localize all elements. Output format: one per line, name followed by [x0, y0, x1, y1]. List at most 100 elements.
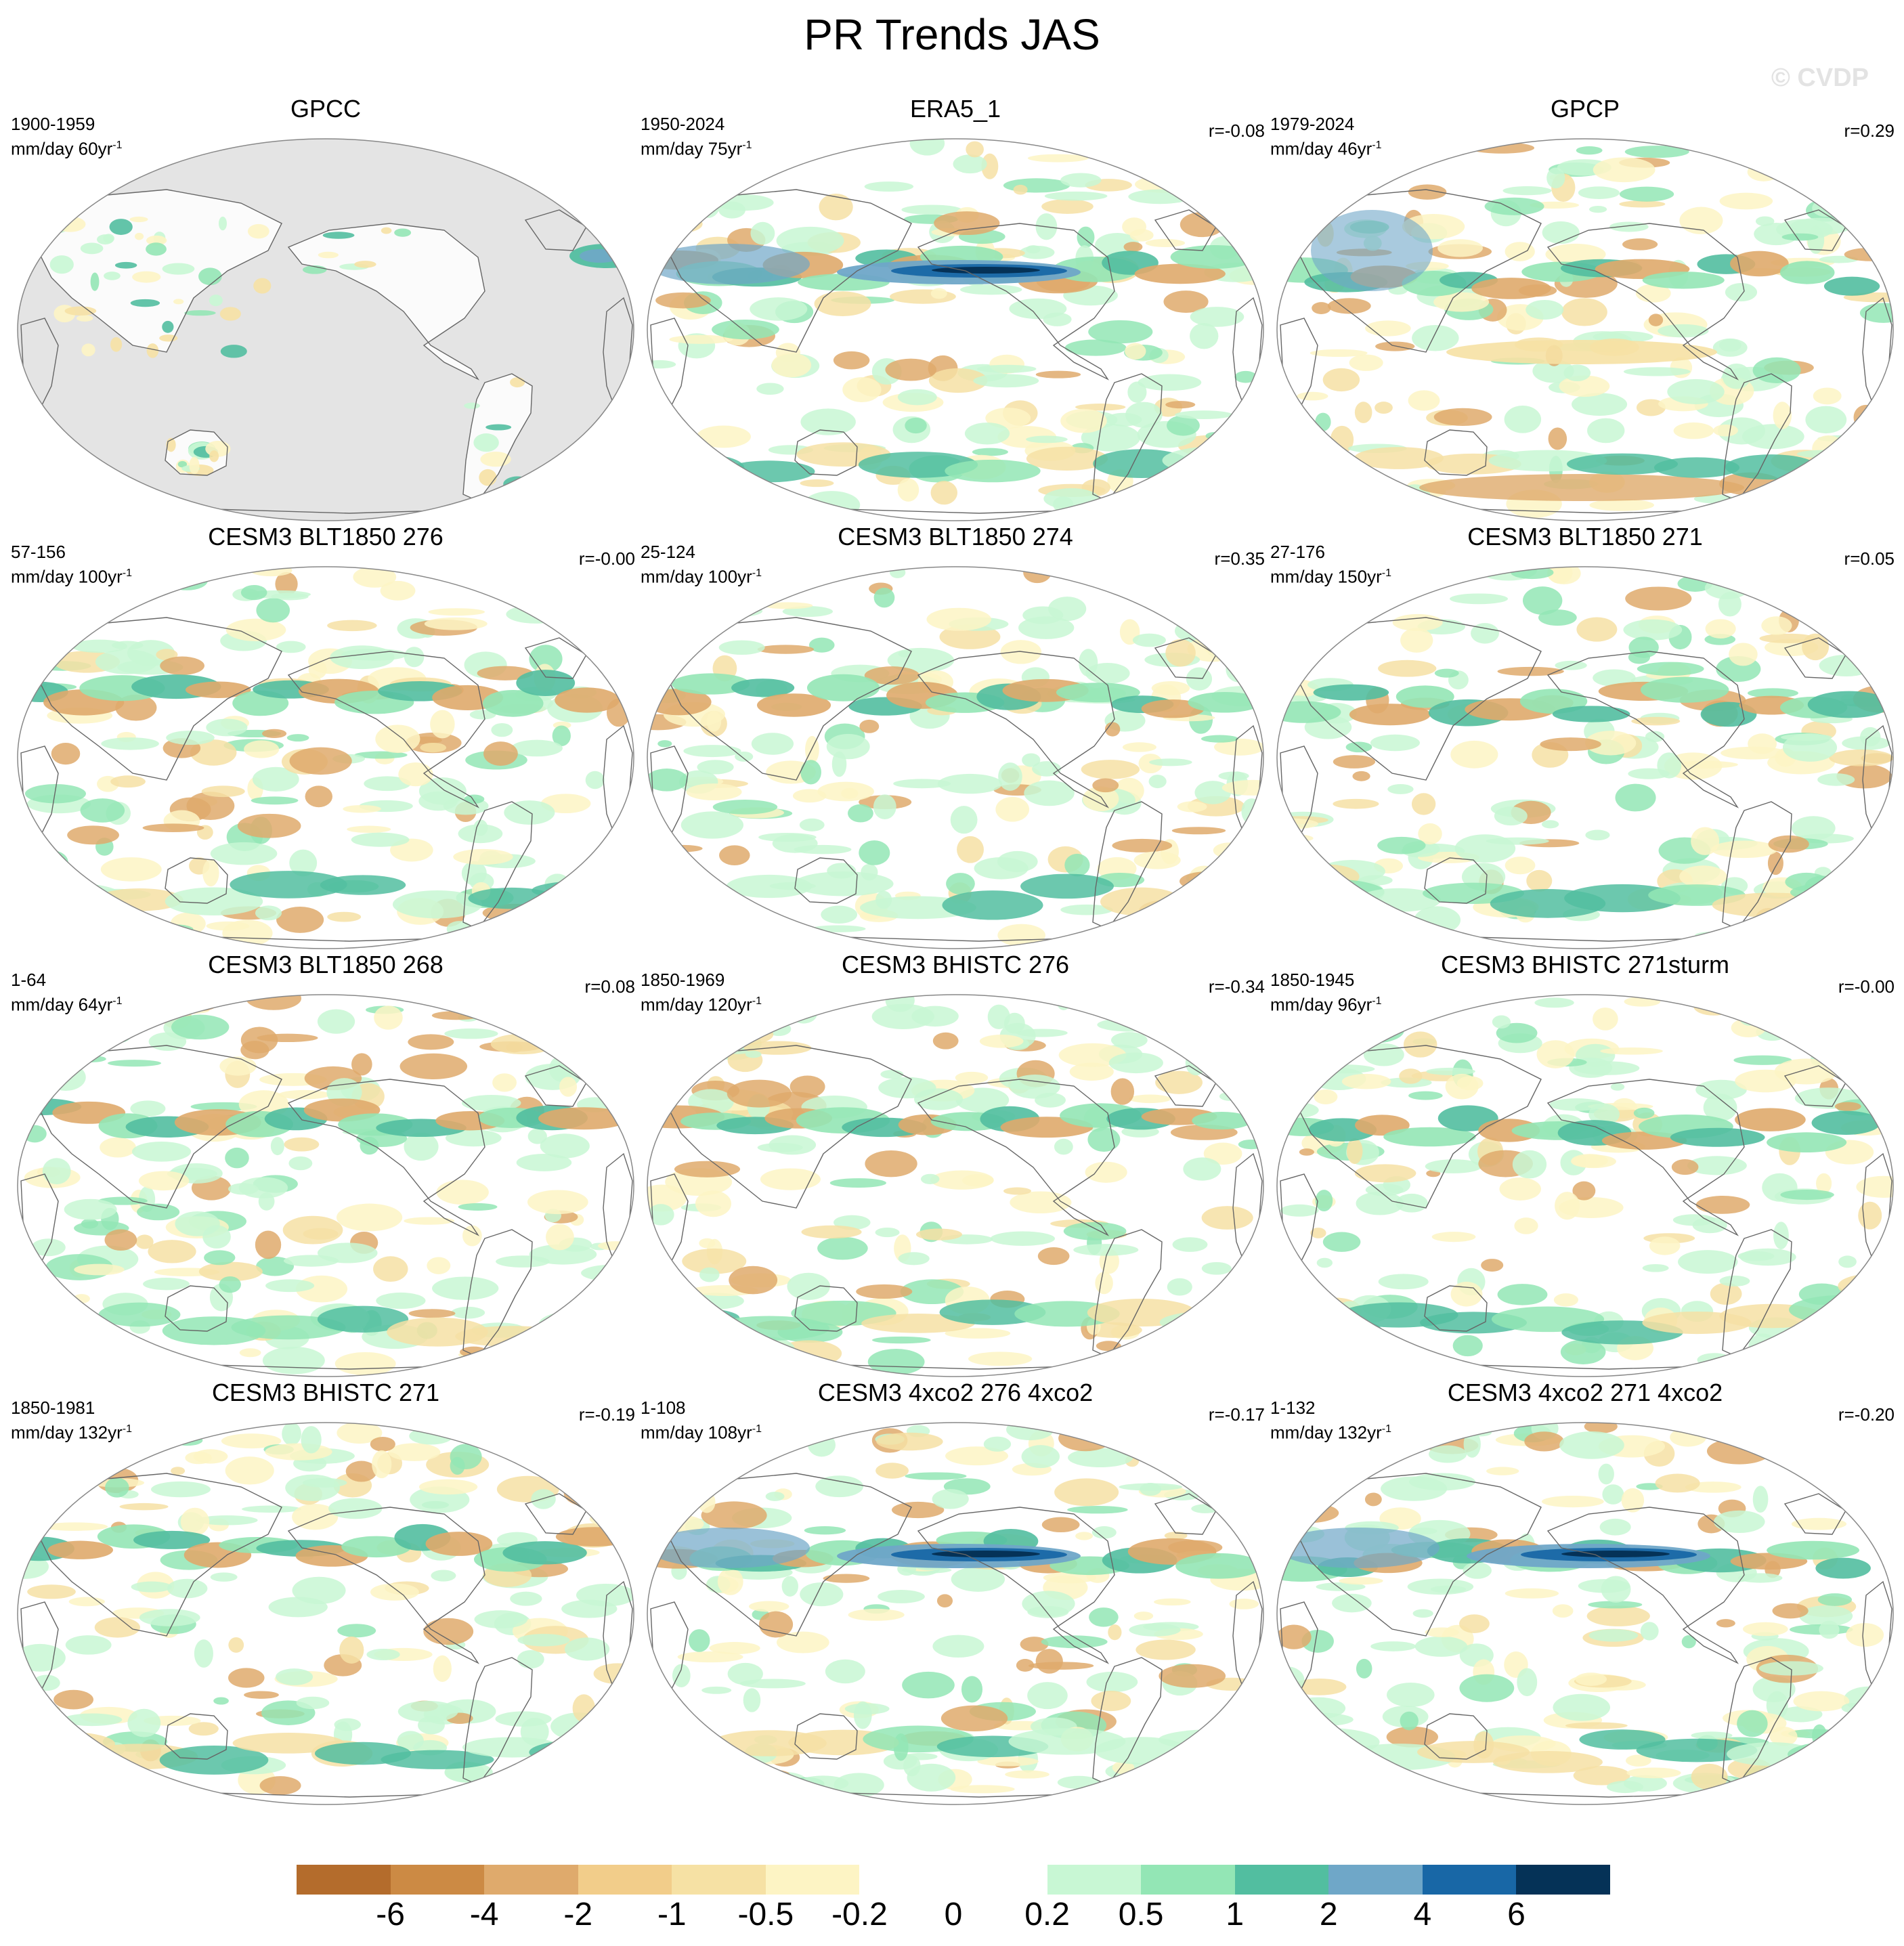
trend-patch — [341, 648, 408, 661]
trend-patch — [1555, 1192, 1580, 1220]
trend-patch — [663, 1725, 678, 1735]
trend-patch — [265, 1279, 315, 1293]
trend-patch — [859, 719, 880, 733]
trend-patch — [751, 733, 794, 755]
trend-patch — [1086, 1671, 1138, 1693]
trend-patch — [1220, 492, 1242, 519]
trend-patch — [1561, 298, 1607, 326]
trend-patch — [100, 857, 162, 882]
trend-patch — [829, 1178, 886, 1188]
trend-patch — [511, 1005, 538, 1026]
trend-patch — [517, 1634, 570, 1647]
trend-patch — [1183, 1157, 1221, 1181]
coastline — [1092, 1657, 1163, 1786]
trend-patch — [1446, 340, 1717, 364]
trend-patch — [1354, 402, 1372, 423]
trend-patch — [757, 645, 815, 654]
trend-patch — [1227, 915, 1263, 929]
trend-patch — [1819, 886, 1834, 899]
panel-title: CESM3 BHISTC 271sturm — [1440, 951, 1730, 978]
trend-patch — [288, 1156, 313, 1171]
trend-patch — [433, 1655, 452, 1682]
trend-patch — [1196, 496, 1249, 511]
map-border — [1276, 1422, 1894, 1805]
panel-correlation: r=0.35 — [1214, 548, 1265, 569]
trend-patch — [921, 1173, 940, 1185]
trend-patch — [150, 924, 194, 934]
trend-patch — [1512, 1150, 1547, 1179]
coastline — [1783, 1065, 1846, 1107]
trend-patch — [683, 745, 741, 758]
trend-patch — [1068, 1448, 1133, 1467]
panel-units-text: mm/day 108yr — [641, 1422, 752, 1443]
trend-patch — [1186, 667, 1213, 691]
trend-patch — [697, 760, 734, 775]
trend-patch — [966, 141, 984, 158]
trend-patch — [1152, 578, 1217, 593]
trend-patch — [560, 607, 584, 632]
colorbar-tick-label: 0 — [944, 1897, 963, 1932]
panel-units-text: mm/day 46yr — [1270, 138, 1372, 159]
trend-patch — [1579, 1729, 1666, 1750]
trend-patch — [104, 1229, 137, 1251]
trend-patch — [1277, 1316, 1383, 1345]
trend-patch — [1310, 1228, 1326, 1238]
trend-patch — [799, 818, 825, 831]
trend-patch — [959, 284, 1022, 295]
trend-patch — [662, 1349, 716, 1370]
trend-patch — [89, 1333, 126, 1343]
trend-patch — [464, 794, 485, 804]
panel-period: 57-156 — [11, 542, 66, 562]
trend-patch — [1381, 1476, 1448, 1501]
trend-patch — [1395, 685, 1454, 708]
panel-units-exponent: -1 — [122, 1423, 132, 1435]
trend-patch — [1735, 1108, 1806, 1131]
trend-patch — [189, 456, 200, 475]
panel-period: 1979-2024 — [1270, 114, 1355, 134]
trend-patch — [1277, 878, 1331, 888]
trend-patch — [695, 1352, 755, 1373]
coastline — [462, 373, 533, 502]
trend-patch — [408, 1034, 454, 1050]
trend-patch — [1311, 210, 1433, 291]
trend-patch — [1155, 1071, 1203, 1094]
trend-patch — [1653, 457, 1740, 478]
trend-patch — [893, 779, 951, 789]
trend-patch — [1706, 1437, 1772, 1465]
trend-patch — [282, 1215, 343, 1245]
trend-patch — [1149, 758, 1192, 766]
trend-patch — [1309, 452, 1341, 460]
coastline — [794, 429, 858, 476]
trend-patch — [1672, 1214, 1716, 1226]
trend-patch — [1536, 1040, 1575, 1068]
trend-patch — [1811, 1110, 1881, 1135]
trend-patch — [1412, 1609, 1433, 1618]
trend-patch — [743, 1688, 761, 1712]
panel-units-text: mm/day 100yr — [641, 566, 752, 587]
colorbar-box — [672, 1865, 766, 1895]
trend-patch — [945, 459, 1041, 483]
coastline — [794, 1285, 858, 1332]
colorbar-tick-label: 0.5 — [1118, 1897, 1164, 1932]
trend-patch — [282, 1423, 301, 1446]
trend-patch — [1540, 737, 1601, 752]
trend-patch — [1003, 178, 1070, 193]
trend-patch — [502, 1541, 587, 1565]
trend-patch — [1085, 1161, 1127, 1183]
trend-patch — [1163, 290, 1209, 313]
trend-patch — [1277, 1666, 1305, 1694]
trend-patch — [555, 687, 620, 713]
coastline — [37, 1473, 282, 1637]
trend-patch — [711, 1023, 774, 1045]
trend-patch — [1864, 1521, 1893, 1530]
trend-patch — [301, 1426, 322, 1454]
trend-patch — [1016, 1029, 1068, 1037]
panel-units: mm/day 132yr-1 — [11, 1419, 132, 1444]
trend-patch — [180, 1507, 210, 1536]
trend-patch — [436, 1180, 489, 1205]
trend-patch — [1621, 1488, 1645, 1513]
trend-patch — [538, 1312, 596, 1337]
trend-patch — [1534, 997, 1574, 1008]
trend-patch — [1006, 1423, 1054, 1441]
trend-patch — [474, 1610, 528, 1629]
